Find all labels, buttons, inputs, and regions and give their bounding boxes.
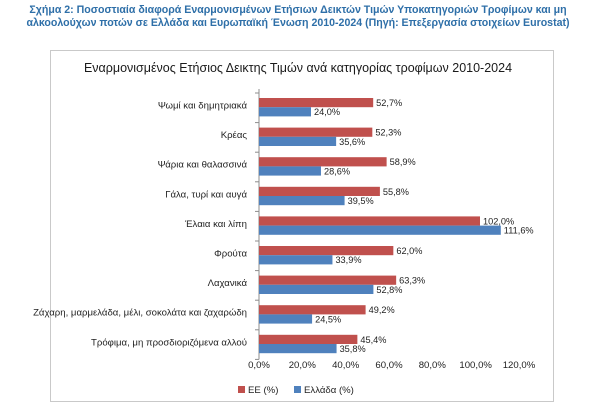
data-label-greece: 24,5%: [315, 314, 341, 324]
legend-swatch-greece: [294, 386, 301, 393]
data-label-eu: 58,9%: [390, 157, 416, 167]
bar-eu: [259, 127, 373, 137]
data-label-eu: 52,7%: [376, 98, 402, 108]
x-tick-label: 120,0%: [503, 360, 536, 371]
data-label-greece: 28,6%: [324, 166, 350, 176]
bar-eu: [259, 305, 366, 315]
legend-label-greece: Ελλάδα (%): [304, 385, 354, 396]
legend-label-eu: ΕΕ (%): [248, 385, 278, 396]
legend-swatch-eu: [238, 386, 245, 393]
bar-eu: [259, 275, 397, 285]
x-tick-label: 60,0%: [375, 360, 403, 371]
category-label: Έλαια και λίπη: [184, 219, 247, 230]
x-tick-label: 40,0%: [332, 360, 360, 371]
bar-greece: [259, 314, 313, 324]
category-label: Λαχανικά: [208, 278, 248, 289]
category-label: Ψάρια και θαλασσινά: [158, 160, 248, 171]
category-label: Γάλα, τυρί και αυγά: [165, 189, 247, 200]
bar-greece: [259, 225, 501, 235]
category-label: Τρόφιμα, μη προσδιοριζόμενα αλλού: [91, 337, 247, 348]
bar-greece: [259, 107, 311, 117]
x-tick-label: 80,0%: [419, 360, 447, 371]
category-label: Φρούτα: [214, 249, 247, 260]
bar-greece: [259, 196, 345, 206]
bar-eu: [259, 246, 394, 256]
figure-caption: Σχήμα 2: Ποσοστιαία διαφορά Εναρμονισμέν…: [26, 4, 570, 29]
data-label-greece: 39,5%: [348, 196, 374, 206]
bar-greece: [259, 166, 321, 176]
x-tick-label: 100,0%: [459, 360, 492, 371]
category-label: Ψωμί και δημητριακά: [158, 101, 248, 112]
bar-eu: [259, 334, 358, 344]
bar-eu: [259, 157, 387, 167]
bar-eu: [259, 98, 374, 108]
bar-greece: [259, 255, 333, 265]
data-label-greece: 111,6%: [504, 226, 534, 236]
data-label-greece: 24,0%: [314, 107, 340, 117]
bar-eu: [259, 186, 380, 196]
bar-greece: [259, 136, 337, 146]
bar-eu: [259, 216, 480, 226]
data-label-greece: 35,8%: [340, 344, 366, 354]
data-label-greece: 33,9%: [335, 255, 361, 265]
chart-title: Εναρμονισμένος Ετήσιος Δεικτης Τιμών ανά…: [84, 61, 512, 75]
data-label-eu: 102,0%: [483, 216, 514, 226]
x-tick-label: 20,0%: [289, 360, 317, 371]
data-label-eu: 55,8%: [383, 187, 409, 197]
category-label: Ζάχαρη, μαρμελάδα, μέλι, σοκολάτα και ζα…: [33, 308, 247, 319]
data-label-eu: 52,3%: [375, 128, 401, 138]
x-tick-label: 0,0%: [248, 360, 270, 371]
data-label-eu: 63,3%: [399, 276, 425, 286]
data-label-eu: 45,4%: [360, 335, 386, 345]
data-label-greece: 52,8%: [376, 285, 402, 295]
bar-greece: [259, 344, 337, 354]
category-label: Κρέας: [221, 130, 248, 141]
data-label-greece: 35,6%: [339, 137, 365, 147]
data-label-eu: 49,2%: [369, 305, 395, 315]
bar-greece: [259, 284, 374, 294]
data-label-eu: 62,0%: [396, 246, 422, 256]
